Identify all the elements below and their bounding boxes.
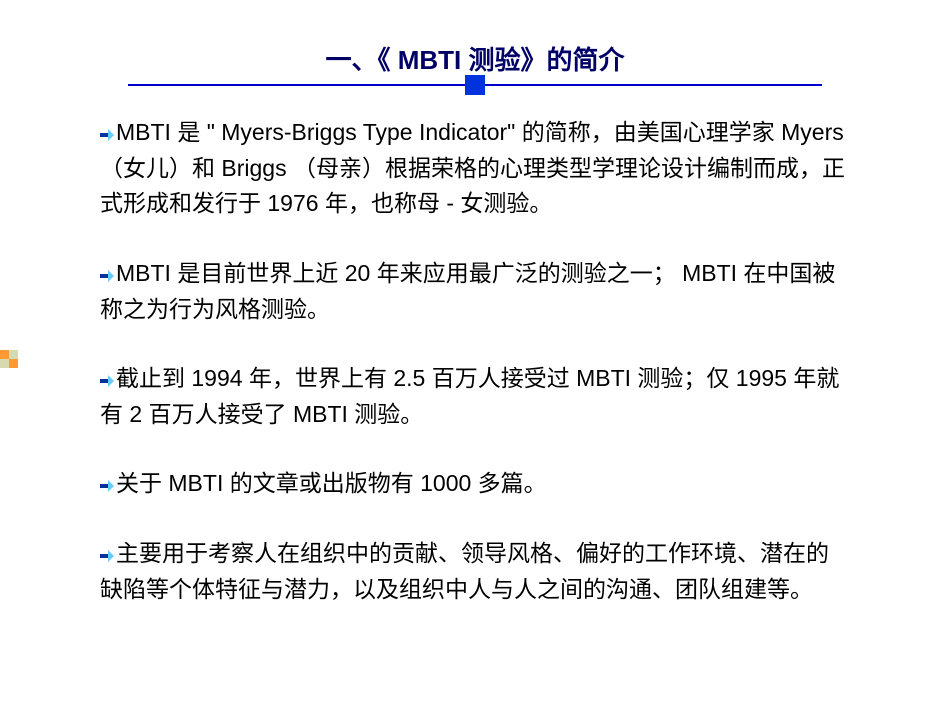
paragraph: MBTI 是 " Myers-Briggs Type Indicator" 的简…	[100, 115, 850, 222]
paragraph-text: 关于 MBTI 的文章或出版物有 1000 多篇。	[116, 470, 547, 496]
bullet-icon	[100, 550, 114, 562]
paragraph-text: MBTI 是目前世界上近 20 年来应用最广泛的测验之一； MBTI 在中国被称…	[100, 260, 835, 322]
slide: 一、《 MBTI 测验》的简介 MBTI 是 " Myers-Briggs Ty…	[0, 0, 950, 713]
slide-title: 一、《 MBTI 测验》的简介	[326, 40, 625, 77]
title-square-icon	[465, 75, 485, 95]
bullet-icon	[100, 129, 114, 141]
content-area: MBTI 是 " Myers-Briggs Type Indicator" 的简…	[0, 115, 950, 607]
paragraph-text: 截止到 1994 年，世界上有 2.5 百万人接受过 MBTI 测验；仅 199…	[100, 365, 839, 427]
paragraph: 关于 MBTI 的文章或出版物有 1000 多篇。	[100, 466, 850, 502]
paragraph: MBTI 是目前世界上近 20 年来应用最广泛的测验之一； MBTI 在中国被称…	[100, 256, 850, 327]
bullet-icon	[100, 270, 114, 282]
paragraph: 截止到 1994 年，世界上有 2.5 百万人接受过 MBTI 测验；仅 199…	[100, 361, 850, 432]
paragraph-text: 主要用于考察人在组织中的贡献、领导风格、偏好的工作环境、潜在的缺陷等个体特征与潜…	[100, 540, 829, 602]
paragraph: 主要用于考察人在组织中的贡献、领导风格、偏好的工作环境、潜在的缺陷等个体特征与潜…	[100, 536, 850, 607]
bullet-icon	[100, 375, 114, 387]
side-decoration-icon	[0, 350, 18, 368]
paragraph-text: MBTI 是 " Myers-Briggs Type Indicator" 的简…	[100, 119, 845, 216]
title-block: 一、《 MBTI 测验》的简介	[0, 40, 950, 77]
bullet-icon	[100, 480, 114, 492]
